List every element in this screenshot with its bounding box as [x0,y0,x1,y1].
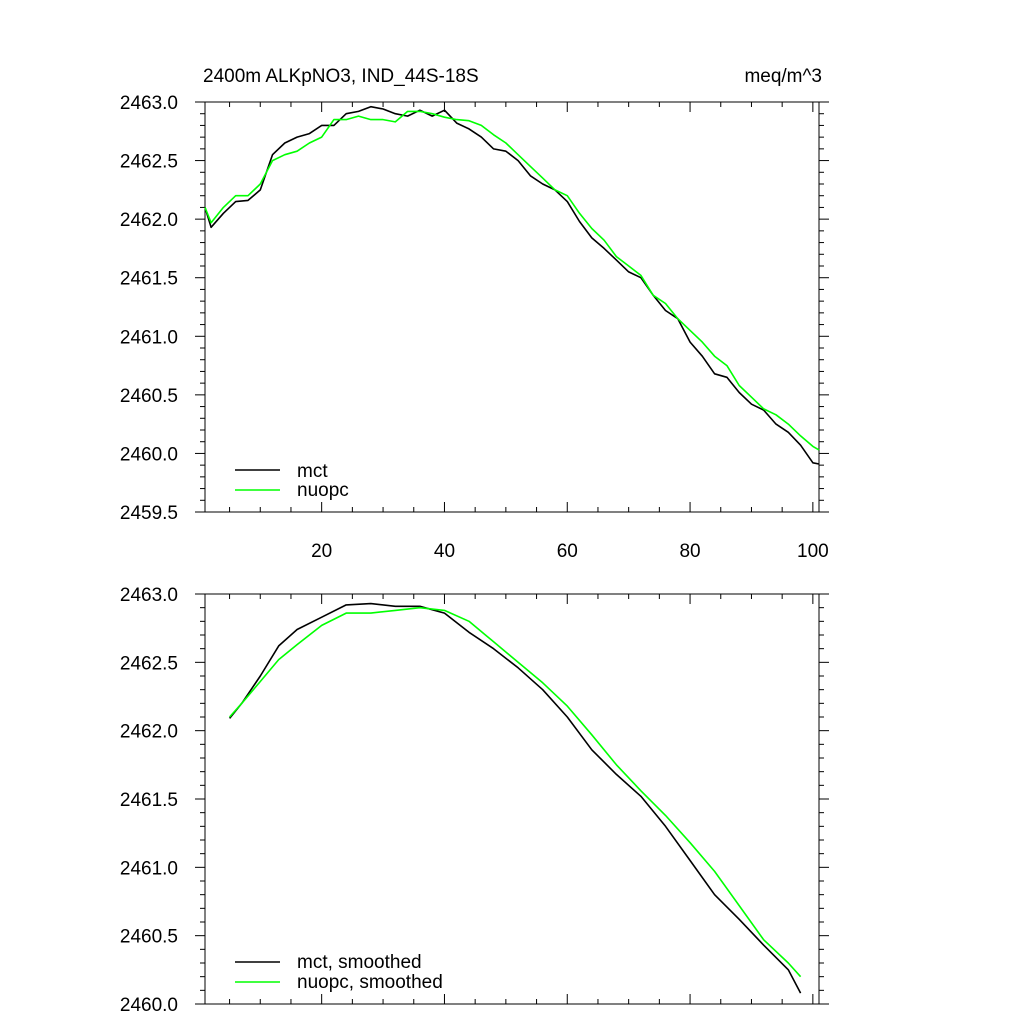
top-tick-labels: 20 40 60 80 100 2459.5 2460.0 2460.5 2461.0 2461.… [120,93,829,562]
top-chart-title: 2400m ALKpNO3, IND_44S-18S [203,66,479,87]
bottom-y-tick-label: 2461.5 [120,790,178,811]
bottom-series-line-nuopc [229,606,802,978]
bottom-legend-label-mct: mct, smoothed [297,952,422,973]
bottom-ticks [195,593,829,1005]
bottom-y-tick-label: 2463.0 [120,585,178,606]
top-y-tick-label: 2460.0 [120,444,178,465]
top-x-tick-label: 100 [797,541,829,562]
top-ticks [195,101,829,513]
top-y-tick-label: 2460.5 [120,386,178,407]
bottom-y-tick-label: 2461.0 [120,858,178,879]
bottom-y-tick-label: 2462.0 [120,722,178,743]
top-x-tick-label: 20 [311,541,332,562]
top-legend-label-mct: mct [297,461,328,482]
bottom-plot-frame [204,593,820,1005]
bottom-legend-label-nuopc: nuopc, smoothed [297,972,443,993]
top-y-tick-label: 2461.5 [120,269,178,290]
top-legend-label-nuopc: nuopc [297,480,349,501]
bottom-y-tick-label: 2460.5 [120,927,178,948]
bottom-series-line-mct [228,602,802,994]
top-y-tick-label: 2459.5 [120,503,178,524]
top-plot-frame [204,101,820,513]
top-series-line-nuopc [204,110,820,451]
bottom-panel: 2460.0 2460.5 2461.0 2461.5 2462.0 2462.5 2463… [120,585,829,1016]
bottom-series [228,602,802,994]
top-panel: 2400m ALKpNO3, IND_44S-18S meq/m^3 20 40 6… [120,66,829,562]
bottom-legend: mct, smoothed nuopc, smoothed [235,952,443,993]
top-y-tick-label: 2461.0 [120,327,178,348]
top-y-tick-label: 2463.0 [120,93,178,114]
bottom-tick-labels: 2460.0 2460.5 2461.0 2461.5 2462.0 2462.5 2463… [120,585,178,1016]
top-series-line-mct [204,105,820,465]
top-x-tick-label: 60 [557,541,578,562]
top-y-tick-label: 2462.0 [120,210,178,231]
top-series [204,105,820,465]
top-x-tick-label: 40 [434,541,455,562]
top-x-tick-label: 80 [679,541,700,562]
bottom-y-tick-label: 2462.5 [120,653,178,674]
top-y-tick-label: 2462.5 [120,152,178,173]
top-chart-units: meq/m^3 [744,66,822,87]
top-legend: mct nuopc [235,461,349,501]
bottom-y-tick-label: 2460.0 [120,995,178,1016]
